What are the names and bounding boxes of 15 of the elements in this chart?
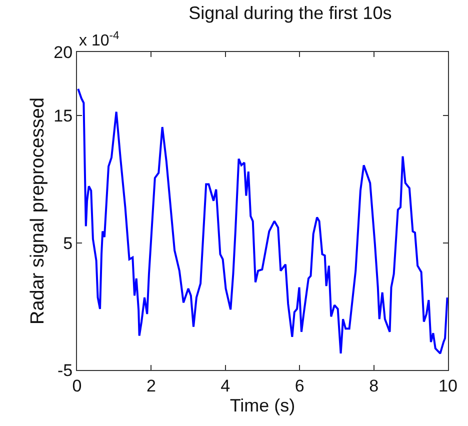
y-tick-label: -5 — [57, 360, 73, 380]
y-tick-label: 15 — [54, 106, 73, 126]
chart-title: Signal during the first 10s — [188, 2, 392, 23]
x-tick-label: 10 — [438, 376, 458, 396]
y-axis-title: Radar signal preprocessed — [28, 97, 49, 325]
y-tick-label: 5 — [63, 234, 73, 253]
line-series — [77, 88, 448, 354]
x-tick-label: 4 — [220, 376, 230, 396]
x-tick-label: 6 — [294, 376, 304, 396]
x-tick-label: 2 — [146, 376, 156, 396]
text: x 10$^{-4}$ — [79, 30, 120, 50]
x-axis-title: Time (s) — [230, 395, 296, 416]
y-tick-label: 20 — [54, 42, 73, 62]
x-tick-label: 0 — [72, 376, 82, 396]
x-tick-label: 8 — [369, 376, 379, 396]
